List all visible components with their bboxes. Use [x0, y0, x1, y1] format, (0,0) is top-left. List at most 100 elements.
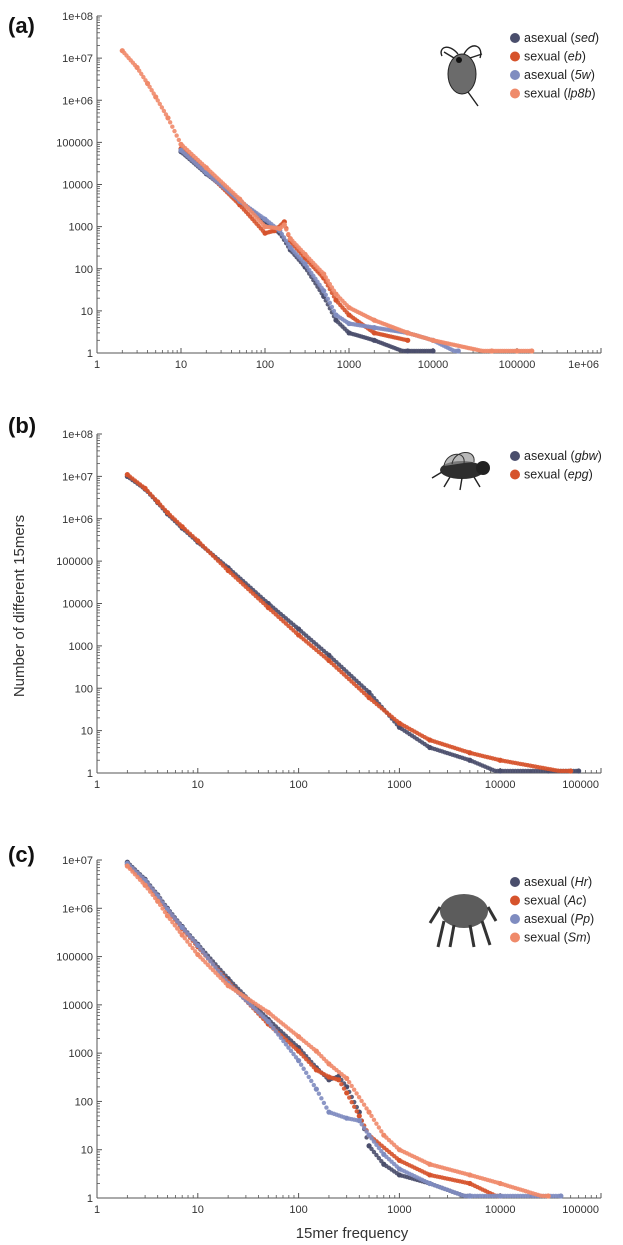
- data-point: [321, 1100, 327, 1106]
- data-point: [203, 952, 208, 958]
- data-point: [336, 1077, 342, 1083]
- data-point: [190, 945, 195, 951]
- legend-label: sexual (lp8b): [524, 87, 596, 101]
- data-point: [325, 296, 331, 302]
- data-point: [167, 120, 173, 125]
- data-point: [182, 936, 187, 941]
- data-point: [327, 281, 333, 287]
- data-point: [301, 1066, 306, 1071]
- y-tick-label: 10000: [62, 599, 93, 611]
- data-point: [344, 1090, 350, 1096]
- data-point: [271, 1025, 276, 1031]
- legend-item: sexual (lp8b): [510, 87, 596, 101]
- x-tick-label: 1: [94, 1204, 100, 1216]
- y-tick-label: 1000: [69, 641, 93, 653]
- x-tick-label: 100: [289, 779, 307, 791]
- data-point: [311, 1082, 317, 1088]
- panel-a: (a) 1 10 100 1000 10000 100000 1e+06 1e+07 1e+08 1…: [8, 11, 602, 371]
- data-point: [558, 1193, 564, 1199]
- data-point: [288, 1048, 294, 1054]
- data-point: [155, 898, 161, 904]
- data-point: [185, 931, 190, 936]
- data-point: [319, 1096, 324, 1101]
- y-tick-label: 1: [87, 348, 93, 360]
- x-tick-label: 100000: [562, 1204, 599, 1216]
- data-point: [161, 108, 167, 114]
- data-point: [369, 1136, 374, 1141]
- data-point: [325, 278, 331, 283]
- legend-swatch: [510, 469, 520, 480]
- x-tick-label: 100: [256, 359, 274, 371]
- legend-swatch: [510, 70, 520, 80]
- data-point: [283, 238, 289, 243]
- data-point: [145, 886, 150, 891]
- legend-item: asexual (Hr): [510, 875, 592, 889]
- y-tick-label: 1e+07: [62, 471, 93, 483]
- data-point: [313, 1086, 319, 1092]
- x-tick-label: 10000: [485, 779, 516, 791]
- y-tick-label: 10: [81, 306, 93, 318]
- data-point: [374, 1142, 379, 1147]
- y-tick-label: 1: [87, 1193, 93, 1205]
- panel-c: (c) 1 10 100 1000 10000 100000 1e+06 1e+07 1 10 100…: [8, 842, 602, 1216]
- legend-swatch: [510, 88, 520, 99]
- y-tick-label: 1000: [69, 222, 93, 234]
- data-point: [164, 913, 171, 919]
- x-tick-label: 1: [94, 359, 100, 371]
- legend-label: sexual (eb): [524, 50, 586, 64]
- series-epg: [124, 472, 574, 774]
- panel-b: (b) 1 10 100 1000 10000 100000 1e+06 1e+07 1e+08 1…: [8, 413, 602, 791]
- data-point: [175, 919, 180, 924]
- data-point: [286, 1045, 291, 1050]
- legend-label: sexual (Sm): [524, 931, 591, 945]
- data-point: [279, 231, 285, 237]
- legend-item: asexual (Pp): [510, 912, 594, 926]
- data-point: [376, 1145, 382, 1151]
- y-tick-label: 10000: [62, 1000, 93, 1012]
- data-point: [276, 1032, 281, 1037]
- data-point: [142, 882, 148, 888]
- data-point: [284, 227, 289, 232]
- data-point: [354, 1109, 359, 1114]
- data-point: [346, 1079, 352, 1085]
- data-point: [278, 1035, 284, 1041]
- x-tick-label: 10000: [418, 359, 449, 371]
- data-point: [356, 1094, 362, 1100]
- legend-item: asexual (gbw): [510, 449, 602, 463]
- data-point: [371, 1139, 377, 1144]
- legend: asexual (Hr) sexual (Ac) asexual (Pp) sexua…: [510, 875, 594, 945]
- data-point: [157, 101, 163, 107]
- data-point: [185, 939, 190, 944]
- data-point: [170, 124, 175, 129]
- x-tick-label: 1e+06: [568, 359, 599, 371]
- legend-item: sexual (eb): [510, 50, 586, 64]
- legend-item: asexual (sed): [510, 31, 599, 45]
- x-tick-label: 1000: [337, 359, 361, 371]
- data-point: [286, 231, 291, 237]
- data-point: [359, 1122, 364, 1127]
- legend-label: asexual (Hr): [524, 875, 592, 889]
- y-tick-label: 100000: [56, 952, 93, 964]
- data-point: [172, 916, 178, 921]
- panel-label: (a): [8, 13, 35, 38]
- y-axis-title: Number of different 15mers: [11, 515, 28, 697]
- legend-item: sexual (epg): [510, 468, 593, 482]
- data-point: [545, 1193, 551, 1199]
- water-flea-icon: [440, 45, 483, 107]
- x-tick-label: 100: [289, 1204, 307, 1216]
- data-point: [273, 1029, 279, 1034]
- legend-swatch: [510, 877, 520, 887]
- y-tick-label: 100000: [56, 137, 93, 149]
- data-point: [369, 1113, 374, 1119]
- legend-label: sexual (epg): [524, 468, 593, 482]
- legend-item: asexual (5w): [510, 68, 595, 82]
- data-point: [352, 1104, 357, 1109]
- series-Sm: [124, 863, 551, 1199]
- data-point: [356, 1118, 362, 1124]
- data-point: [376, 1125, 382, 1130]
- data-point: [371, 1149, 377, 1155]
- data-point: [281, 222, 287, 228]
- legend-swatch: [510, 33, 520, 43]
- y-tick-label: 1e+08: [62, 429, 93, 441]
- data-point: [141, 74, 146, 80]
